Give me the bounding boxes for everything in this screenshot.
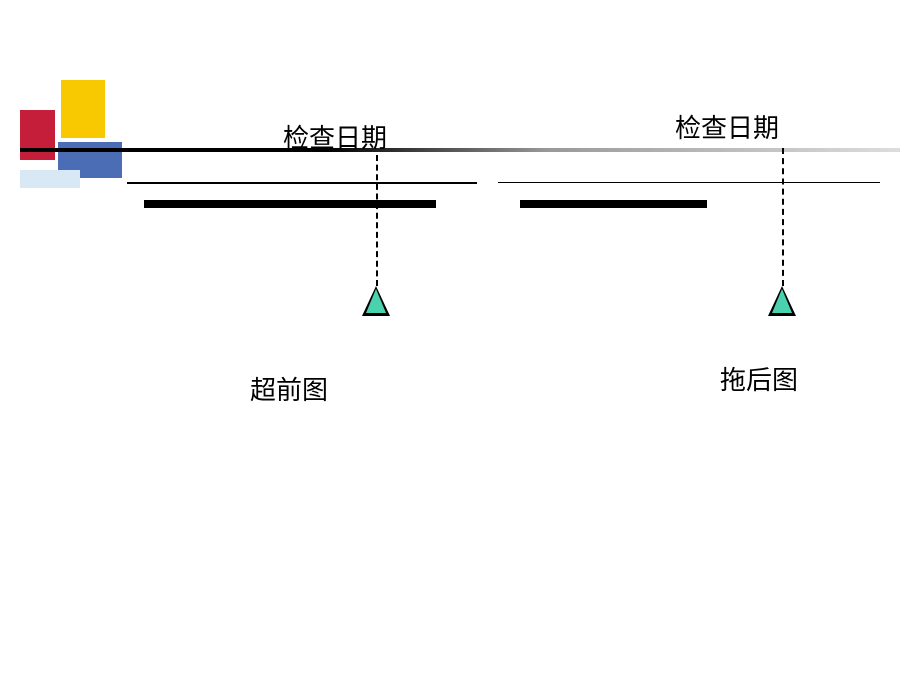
right-progress-bar [520,200,707,208]
label-check-date-right: 检查日期 [675,108,779,145]
deco-rect-lightblue [20,170,80,188]
label-behind-chart: 拖后图 [720,360,798,397]
deco-rect-yellow [61,80,105,138]
right-triangle-marker [768,286,796,316]
corner-decoration [20,80,140,210]
horizontal-rule [20,148,900,152]
left-baseline-bar [127,182,477,184]
left-check-date-line [376,155,378,286]
left-triangle-marker [362,286,390,316]
right-baseline-bar [498,182,880,183]
label-ahead-chart: 超前图 [250,370,328,407]
label-check-date-left: 检查日期 [283,118,387,155]
left-progress-bar [144,200,436,208]
deco-rect-red [20,110,55,160]
right-check-date-line [782,148,784,286]
